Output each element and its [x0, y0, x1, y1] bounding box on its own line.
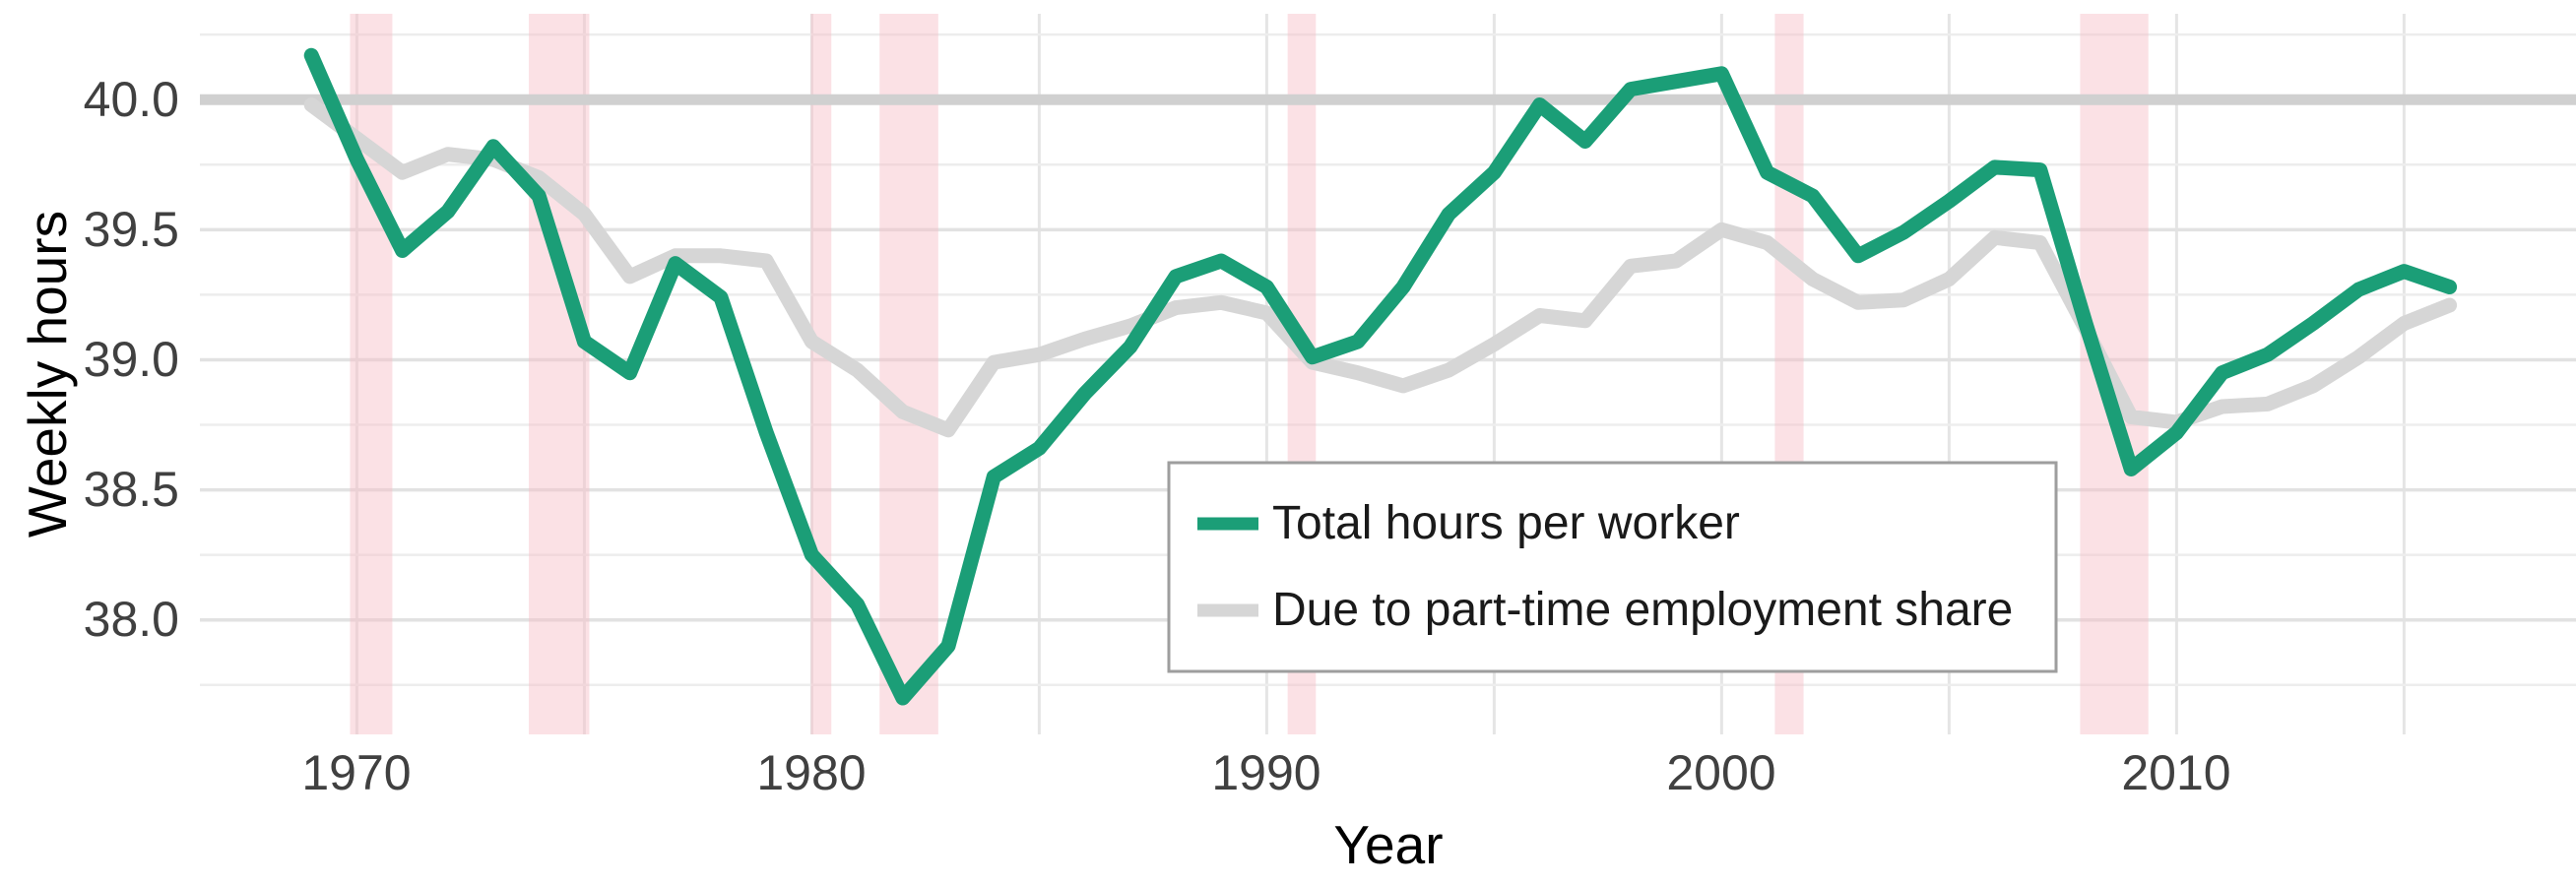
- recession-band: [350, 14, 393, 734]
- x-tick-1970: 1970: [301, 745, 412, 800]
- y-tick-38.5: 38.5: [83, 462, 179, 517]
- recession-band: [879, 14, 938, 734]
- recession-band: [529, 14, 590, 734]
- legend-label-part-time-share: Due to part-time employment share: [1272, 584, 2014, 636]
- legend-label-total-hours: Total hours per worker: [1272, 497, 1740, 549]
- y-axis-title: Weekly hours: [17, 210, 78, 538]
- y-tick-39.0: 39.0: [83, 332, 179, 387]
- x-tick-2000: 2000: [1666, 745, 1776, 800]
- x-axis-title: Year: [1333, 814, 1444, 875]
- line-total-hours: [303, 47, 2458, 706]
- y-tick-38.0: 38.0: [83, 592, 179, 647]
- y-tick-39.5: 39.5: [83, 202, 179, 257]
- x-tick-2010: 2010: [2121, 745, 2231, 800]
- x-tick-1990: 1990: [1211, 745, 1321, 800]
- legend-box: [1167, 461, 2058, 673]
- x-tick-1980: 1980: [756, 745, 867, 800]
- y-tick-40.0: 40.0: [83, 72, 179, 127]
- recession-band: [810, 14, 832, 734]
